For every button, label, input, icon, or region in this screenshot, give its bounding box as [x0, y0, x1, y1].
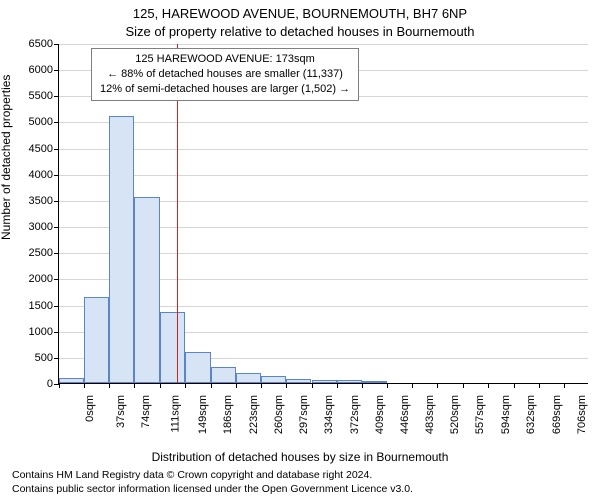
- ytick-label: 1000: [29, 326, 59, 338]
- xtick-mark: [539, 383, 540, 388]
- xtick-label: 669sqm: [551, 395, 563, 434]
- xtick-label: 520sqm: [449, 395, 461, 434]
- footer-attribution: Contains HM Land Registry data © Crown c…: [12, 468, 413, 496]
- xtick-label: 372sqm: [349, 395, 361, 434]
- xtick-mark: [412, 383, 413, 388]
- xtick-label: 223sqm: [248, 395, 260, 434]
- ytick-label: 5500: [29, 90, 59, 102]
- xtick-label: 186sqm: [223, 395, 235, 434]
- xtick-mark: [387, 383, 388, 388]
- annotation-line3: 12% of semi-detached houses are larger (…: [100, 82, 350, 97]
- xtick-label: 706sqm: [576, 395, 588, 434]
- xtick-label: 334sqm: [323, 395, 335, 434]
- xtick-mark: [437, 383, 438, 388]
- xtick-mark: [134, 383, 135, 388]
- xtick-mark: [337, 383, 338, 388]
- xtick-mark: [564, 383, 565, 388]
- xtick-label: 557sqm: [475, 395, 487, 434]
- xtick-mark: [59, 383, 60, 388]
- xtick-label: 260sqm: [273, 395, 285, 434]
- histogram-bar: [160, 312, 185, 383]
- histogram-bar: [312, 380, 337, 383]
- ytick-label: 6500: [29, 38, 59, 50]
- ytick-label: 500: [35, 352, 59, 364]
- xtick-label: 594sqm: [500, 395, 512, 434]
- ytick-label: 4500: [29, 143, 59, 155]
- xtick-mark: [84, 383, 85, 388]
- xtick-mark: [185, 383, 186, 388]
- xtick-mark: [160, 383, 161, 388]
- chart-title-line1: 125, HAREWOOD AVENUE, BOURNEMOUTH, BH7 6…: [0, 6, 600, 21]
- ytick-label: 6000: [29, 64, 59, 76]
- xtick-label: 0sqm: [84, 395, 96, 422]
- xtick-label: 446sqm: [399, 395, 411, 434]
- histogram-bar: [286, 379, 311, 383]
- xtick-label: 149sqm: [197, 395, 209, 434]
- y-axis-label: Number of detached properties: [0, 75, 13, 240]
- histogram-bar: [211, 367, 236, 383]
- ytick-label: 2000: [29, 273, 59, 285]
- chart-title-line2: Size of property relative to detached ho…: [0, 24, 600, 39]
- histogram-bar: [84, 297, 109, 383]
- ytick-label: 5000: [29, 116, 59, 128]
- annotation-line1: 125 HAREWOOD AVENUE: 173sqm: [100, 52, 350, 67]
- xtick-mark: [286, 383, 287, 388]
- chart-container: 125, HAREWOOD AVENUE, BOURNEMOUTH, BH7 6…: [0, 0, 600, 500]
- ytick-label: 3500: [29, 195, 59, 207]
- histogram-bar: [59, 378, 84, 383]
- xtick-mark: [211, 383, 212, 388]
- ytick-label: 0: [47, 378, 59, 390]
- xtick-label: 632sqm: [526, 395, 538, 434]
- xtick-mark: [463, 383, 464, 388]
- ytick-label: 3000: [29, 221, 59, 233]
- xtick-mark: [488, 383, 489, 388]
- histogram-bar: [185, 352, 210, 383]
- xtick-label: 37sqm: [115, 395, 127, 428]
- plot-area: 0500100015002000250030003500400045005000…: [58, 44, 588, 384]
- xtick-mark: [109, 383, 110, 388]
- gridline: [59, 175, 588, 176]
- footer-line2: Contains public sector information licen…: [12, 482, 413, 496]
- histogram-bar: [261, 376, 286, 383]
- ytick-label: 2500: [29, 247, 59, 259]
- xtick-label: 409sqm: [374, 395, 386, 434]
- xtick-label: 297sqm: [298, 395, 310, 434]
- gridline: [59, 149, 588, 150]
- xtick-label: 483sqm: [424, 395, 436, 434]
- annotation-line2: ← 88% of detached houses are smaller (11…: [100, 67, 350, 82]
- histogram-bar: [362, 381, 387, 383]
- histogram-bar: [236, 373, 261, 383]
- gridline: [59, 122, 588, 123]
- xtick-label: 111sqm: [170, 395, 182, 433]
- ytick-label: 4000: [29, 169, 59, 181]
- xtick-mark: [261, 383, 262, 388]
- xtick-mark: [514, 383, 515, 388]
- histogram-bar: [337, 380, 362, 383]
- ytick-label: 1500: [29, 300, 59, 312]
- xtick-mark: [362, 383, 363, 388]
- histogram-bar: [134, 197, 159, 383]
- footer-line1: Contains HM Land Registry data © Crown c…: [12, 468, 413, 482]
- xtick-mark: [236, 383, 237, 388]
- x-axis-label: Distribution of detached houses by size …: [0, 450, 600, 464]
- gridline: [59, 44, 588, 45]
- histogram-bar: [109, 116, 134, 383]
- annotation-box: 125 HAREWOOD AVENUE: 173sqm ← 88% of det…: [91, 48, 359, 101]
- xtick-mark: [312, 383, 313, 388]
- xtick-label: 74sqm: [140, 395, 152, 428]
